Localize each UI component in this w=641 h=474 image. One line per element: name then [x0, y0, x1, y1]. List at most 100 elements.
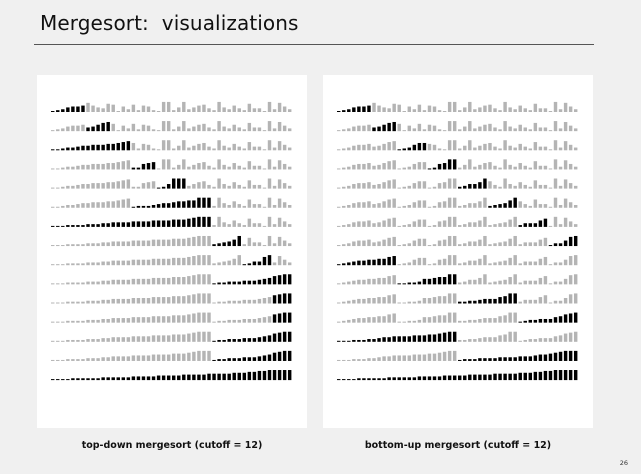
- active-bar: [402, 283, 406, 285]
- inactive-bar: [342, 167, 346, 170]
- active-bar: [207, 197, 211, 208]
- inactive-bar: [202, 331, 206, 342]
- active-bar: [488, 298, 492, 304]
- title-divider: [34, 44, 594, 45]
- active-bar: [357, 260, 361, 266]
- inactive-bar: [61, 205, 65, 208]
- inactive-bar: [91, 163, 95, 170]
- inactive-bar: [548, 149, 553, 151]
- inactive-bar: [116, 298, 120, 304]
- inactive-bar: [422, 238, 427, 247]
- inactive-bar: [257, 108, 262, 112]
- active-bar: [177, 375, 181, 381]
- inactive-bar: [563, 160, 568, 170]
- inactive-bar: [397, 206, 401, 208]
- inactive-bar: [207, 331, 211, 342]
- inactive-bar: [232, 319, 236, 323]
- inactive-bar: [493, 243, 497, 247]
- inactive-bar: [372, 204, 376, 208]
- active-bar: [151, 376, 156, 381]
- inactive-bar: [161, 258, 166, 266]
- inactive-bar: [553, 101, 558, 112]
- inactive-bar: [257, 242, 262, 247]
- active-bar: [242, 264, 247, 266]
- active-bar: [267, 335, 272, 342]
- inactive-bar: [508, 145, 512, 151]
- active-bar: [277, 313, 282, 323]
- inactive-bar: [548, 264, 553, 266]
- inactive-bar: [76, 320, 80, 323]
- inactive-bar: [151, 316, 156, 323]
- inactive-bar: [76, 359, 80, 361]
- inactive-bar: [166, 335, 171, 342]
- active-bar: [367, 105, 371, 112]
- active-bar: [427, 376, 432, 381]
- inactive-bar: [352, 299, 356, 304]
- active-bar: [156, 204, 161, 208]
- inactive-bar: [377, 105, 381, 112]
- inactive-bar: [563, 333, 568, 342]
- active-bar: [227, 281, 231, 285]
- inactive-bar: [382, 220, 386, 227]
- inactive-bar: [463, 145, 467, 151]
- active-bar: [458, 359, 462, 361]
- inactive-bar: [56, 264, 60, 266]
- active-bar: [463, 185, 467, 189]
- inactive-bar: [473, 241, 477, 247]
- inactive-bar: [382, 239, 386, 247]
- inactive-bar: [473, 109, 477, 112]
- inactive-bar: [523, 146, 527, 151]
- active-bar: [432, 167, 437, 170]
- slide-title: Mergesort: visualizations: [40, 11, 299, 35]
- inactive-bar: [161, 101, 166, 112]
- active-bar: [126, 141, 131, 151]
- active-bar: [463, 375, 467, 381]
- inactive-bar: [387, 276, 391, 285]
- inactive-bar: [202, 104, 206, 112]
- inactive-bar: [91, 202, 95, 208]
- inactive-bar: [523, 184, 527, 189]
- inactive-bar: [187, 295, 191, 304]
- bottom-up-caption: bottom-up mergesort (cutoff = 12): [364, 440, 552, 451]
- inactive-bar: [397, 123, 401, 132]
- active-bar: [573, 370, 578, 381]
- active-bar: [337, 340, 341, 342]
- inactive-bar: [247, 142, 252, 151]
- inactive-bar: [447, 140, 452, 151]
- inactive-bar: [277, 236, 282, 247]
- inactive-bar: [503, 159, 507, 170]
- inactive-bar: [227, 109, 231, 112]
- inactive-bar: [247, 103, 252, 112]
- inactive-bar: [432, 186, 437, 189]
- active-bar: [76, 378, 80, 381]
- inactive-bar: [237, 165, 241, 170]
- inactive-bar: [161, 277, 166, 285]
- inactive-bar: [362, 318, 366, 323]
- inactive-bar: [237, 319, 241, 323]
- inactive-bar: [563, 259, 568, 266]
- inactive-bar: [51, 302, 55, 304]
- active-bar: [166, 220, 171, 227]
- inactive-bar: [187, 147, 191, 151]
- active-bar: [262, 370, 267, 381]
- active-bar: [51, 111, 55, 112]
- inactive-bar: [136, 148, 141, 151]
- inactive-bar: [498, 242, 502, 247]
- inactive-bar: [101, 202, 105, 208]
- inactive-bar: [437, 259, 442, 266]
- inactive-bar: [488, 104, 492, 112]
- active-bar: [272, 276, 277, 285]
- active-bar: [468, 374, 472, 381]
- inactive-bar: [372, 223, 376, 227]
- inactive-bar: [232, 143, 236, 151]
- inactive-bar: [177, 145, 181, 151]
- inactive-bar: [483, 274, 487, 285]
- inactive-bar: [468, 121, 472, 132]
- inactive-bar: [227, 128, 231, 132]
- inactive-bar: [543, 127, 548, 132]
- inactive-bar: [61, 167, 65, 170]
- active-bar: [387, 122, 391, 132]
- inactive-bar: [458, 110, 462, 112]
- active-bar: [106, 377, 110, 381]
- inactive-bar: [86, 358, 90, 361]
